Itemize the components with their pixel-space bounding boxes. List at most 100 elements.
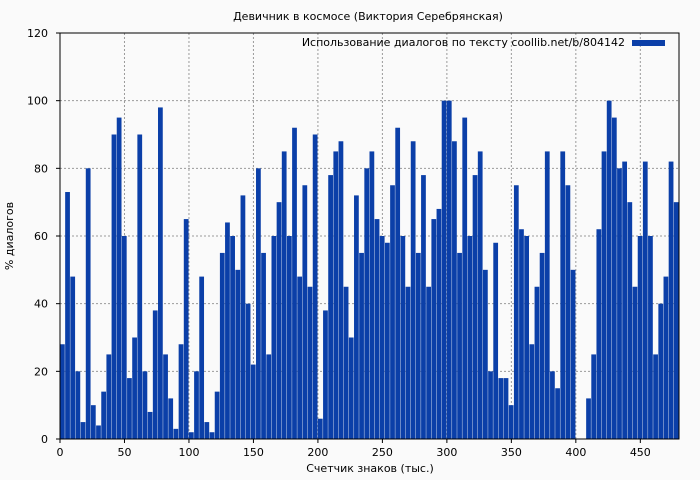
bar — [534, 286, 540, 439]
y-tick-label: 0 — [41, 433, 48, 446]
bar — [173, 428, 179, 439]
bar — [116, 117, 122, 439]
bar — [436, 208, 442, 439]
bar — [75, 371, 81, 439]
x-tick-label: 300 — [436, 446, 457, 459]
bar — [431, 219, 437, 439]
bar — [90, 405, 96, 439]
bar — [364, 168, 370, 440]
bar — [333, 151, 339, 439]
bar — [127, 378, 132, 439]
bar — [591, 354, 597, 439]
bar — [168, 398, 174, 439]
bar — [292, 127, 297, 439]
bar — [668, 161, 674, 440]
bar — [472, 175, 478, 439]
y-tick-label: 40 — [34, 298, 48, 311]
bar — [653, 354, 658, 439]
x-axis-label: Счетчик знаков (тыс.) — [306, 462, 434, 475]
bar — [637, 236, 643, 439]
bar — [209, 432, 215, 439]
bar — [452, 141, 457, 439]
chart-title: Девичник в космосе (Виктория Серебрянска… — [233, 10, 503, 23]
bar — [611, 117, 617, 439]
bar — [384, 242, 390, 439]
bar — [354, 195, 359, 439]
bar — [338, 141, 344, 439]
bar — [106, 354, 112, 439]
bar — [183, 219, 189, 439]
y-axis-ticks: 0 20 40 60 80 100 120 — [27, 27, 60, 446]
y-tick-label: 120 — [27, 27, 48, 40]
x-tick-label: 150 — [243, 446, 264, 459]
bar — [601, 151, 607, 439]
bar — [307, 286, 313, 439]
bar — [271, 236, 277, 439]
bar — [256, 168, 261, 440]
bar — [606, 100, 612, 440]
bar — [60, 344, 65, 439]
y-tick-label: 80 — [34, 162, 48, 175]
bar — [96, 425, 101, 439]
bar — [286, 236, 292, 439]
bar — [513, 185, 519, 439]
bar — [276, 202, 282, 439]
x-tick-label: 450 — [630, 446, 651, 459]
bar — [219, 252, 225, 439]
bar — [663, 276, 669, 439]
bar — [225, 222, 230, 439]
bar — [235, 269, 241, 439]
bar — [400, 236, 406, 439]
bar — [230, 236, 235, 439]
bar — [240, 195, 246, 439]
bar — [317, 418, 323, 439]
bar — [560, 151, 566, 439]
bar — [586, 398, 591, 439]
bar — [70, 276, 76, 439]
bar — [199, 276, 205, 439]
legend: Использование диалогов по тексту coollib… — [302, 36, 665, 49]
bar — [178, 344, 184, 439]
bar — [519, 229, 524, 439]
bar — [323, 310, 328, 439]
x-tick-label: 100 — [178, 446, 199, 459]
bar — [245, 303, 251, 439]
bar — [493, 242, 499, 439]
bar — [147, 411, 153, 439]
bar — [565, 185, 571, 439]
bar — [85, 168, 91, 440]
bar — [379, 236, 385, 439]
bar — [482, 269, 488, 439]
bar — [158, 107, 163, 439]
y-axis-label: % диалогов — [3, 202, 16, 270]
bar — [632, 286, 638, 439]
bar — [343, 286, 349, 439]
bar — [673, 202, 679, 439]
bar — [297, 276, 303, 439]
bar — [111, 134, 117, 439]
bar — [65, 192, 70, 439]
bar — [142, 371, 148, 439]
y-tick-label: 20 — [34, 365, 48, 378]
bar — [503, 378, 509, 439]
bar — [132, 337, 137, 439]
bar — [152, 310, 158, 439]
bar — [555, 388, 560, 439]
bar — [457, 252, 462, 439]
bar — [101, 391, 107, 439]
bar — [529, 344, 535, 439]
bar — [405, 286, 411, 439]
bar — [498, 378, 504, 439]
bar — [80, 422, 86, 439]
x-tick-label: 350 — [501, 446, 522, 459]
legend-swatch — [632, 40, 665, 46]
legend-entry-label: Использование диалогов по тексту coollib… — [302, 36, 625, 49]
bar — [550, 371, 555, 439]
bar — [328, 175, 333, 439]
bar — [539, 252, 545, 439]
bar — [596, 229, 602, 439]
bar — [570, 269, 576, 439]
bar — [261, 252, 266, 439]
bar — [627, 202, 633, 439]
